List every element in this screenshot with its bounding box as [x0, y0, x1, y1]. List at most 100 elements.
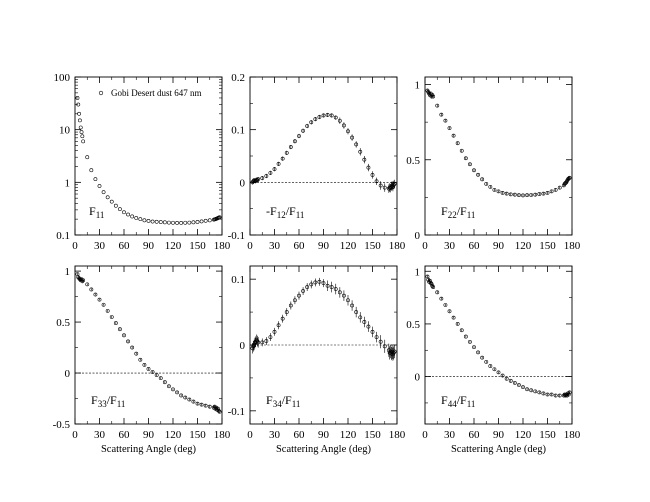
data-point [77, 111, 81, 116]
data-point [382, 185, 387, 190]
data-point [517, 383, 521, 387]
data-point [81, 139, 86, 144]
y-tick-label: 10 [59, 125, 71, 137]
data-point [476, 350, 480, 355]
data-point [447, 309, 452, 314]
data-point [455, 141, 460, 146]
panel-label-suffix: /F [282, 393, 292, 407]
panel-f44-f11: 0 30 60 90 120 150 180 0 0.5 1 F44/F11 Scattering A… [406, 265, 581, 455]
data-point [431, 285, 436, 289]
y-tick-label: 0.5 [406, 155, 420, 167]
data-point [284, 310, 289, 314]
data-point [435, 290, 440, 295]
data-point [472, 345, 476, 350]
data-point [500, 373, 505, 378]
data-point [309, 282, 314, 287]
data-point [553, 393, 558, 398]
data-point [428, 280, 433, 285]
data-point [325, 113, 330, 117]
panel-f33-f11: 0 30 60 90 120 150 180-0.500.51F33/F11Scatteri… [53, 265, 231, 455]
data-point [480, 355, 485, 360]
data-point [382, 344, 387, 349]
data-point [366, 324, 371, 329]
data-point [508, 378, 513, 383]
data-point [272, 329, 277, 334]
data-point [183, 395, 188, 400]
data-point [130, 214, 135, 219]
data-point [78, 125, 83, 130]
data-point [447, 126, 452, 131]
data-point [378, 339, 383, 344]
data-point [468, 339, 472, 344]
y-tick-label: -0.1 [228, 406, 245, 418]
panel-label-suffix: /F [457, 393, 467, 407]
y-tick-label: 1 [65, 177, 71, 189]
panel-label-main: F [441, 393, 448, 407]
x-tick-label: 150 [539, 429, 556, 441]
data-point [370, 173, 375, 177]
data-point [529, 388, 534, 393]
data-point [488, 184, 493, 189]
data-point [138, 357, 143, 362]
panel-label-sub: 44 [448, 399, 458, 409]
data-point [122, 210, 126, 215]
data-point [81, 278, 86, 283]
data-point [150, 370, 155, 374]
data-point [362, 320, 367, 324]
data-point [97, 184, 102, 188]
x-tick-label: 180 [214, 429, 231, 441]
data-point [541, 191, 546, 196]
panel-label-suffix-sub: 11 [292, 399, 301, 409]
data-point [567, 175, 572, 180]
x-tick-label: 0 [422, 429, 428, 441]
panel-label-sub: 33 [98, 399, 108, 409]
panel-f22-f11: 0 30 60 90 120 150 180 0 0.5 1 F22/F11 [406, 76, 581, 252]
data-point [158, 220, 163, 224]
data-point [199, 402, 204, 407]
data-point [80, 279, 85, 284]
data-point [162, 380, 167, 385]
x-tick-label: 150 [364, 429, 381, 441]
y-tick-label: 0 [240, 177, 246, 189]
legend-marker [98, 90, 104, 96]
data-point [333, 287, 338, 291]
data-point [126, 212, 130, 217]
data-point [525, 193, 529, 198]
y-tick-label: 1 [415, 80, 421, 92]
data-point [427, 278, 432, 283]
data-point [354, 142, 359, 147]
panel-label-sub: 12 [277, 210, 286, 220]
x-tick-label: 90 [493, 429, 505, 441]
data-point [472, 168, 476, 173]
y-tick-label: 0.1 [231, 125, 245, 137]
data-point [392, 349, 397, 354]
x-tick-label: 180 [564, 429, 581, 441]
data-point [342, 293, 346, 298]
x-tick-label: 180 [214, 240, 231, 252]
x-tick-label: 90 [318, 429, 330, 441]
y-tick-label: 1 [65, 266, 71, 278]
data-point [142, 218, 147, 223]
data-point [167, 220, 171, 225]
y-tick-label: 0.1 [56, 230, 70, 242]
data-point [109, 199, 114, 204]
data-point [118, 327, 122, 332]
panel-label-main: F [270, 204, 277, 218]
data-point [203, 403, 208, 408]
panel-label-suffix-sub: 11 [117, 399, 126, 409]
data-point [557, 185, 562, 190]
data-point [549, 392, 554, 397]
data-point [85, 155, 90, 160]
data-point [276, 161, 281, 166]
y-tick-label: 0.5 [56, 317, 70, 329]
data-point [93, 292, 98, 297]
y-tick-label: -0.1 [228, 230, 245, 242]
data-point [313, 280, 318, 285]
data-point [293, 139, 297, 144]
x-tick-label: 90 [143, 240, 155, 252]
data-point [260, 340, 265, 345]
data-point [297, 293, 301, 298]
data-point [374, 335, 379, 340]
panel-label-sub: 11 [96, 210, 105, 220]
x-tick-label: 150 [189, 240, 206, 252]
